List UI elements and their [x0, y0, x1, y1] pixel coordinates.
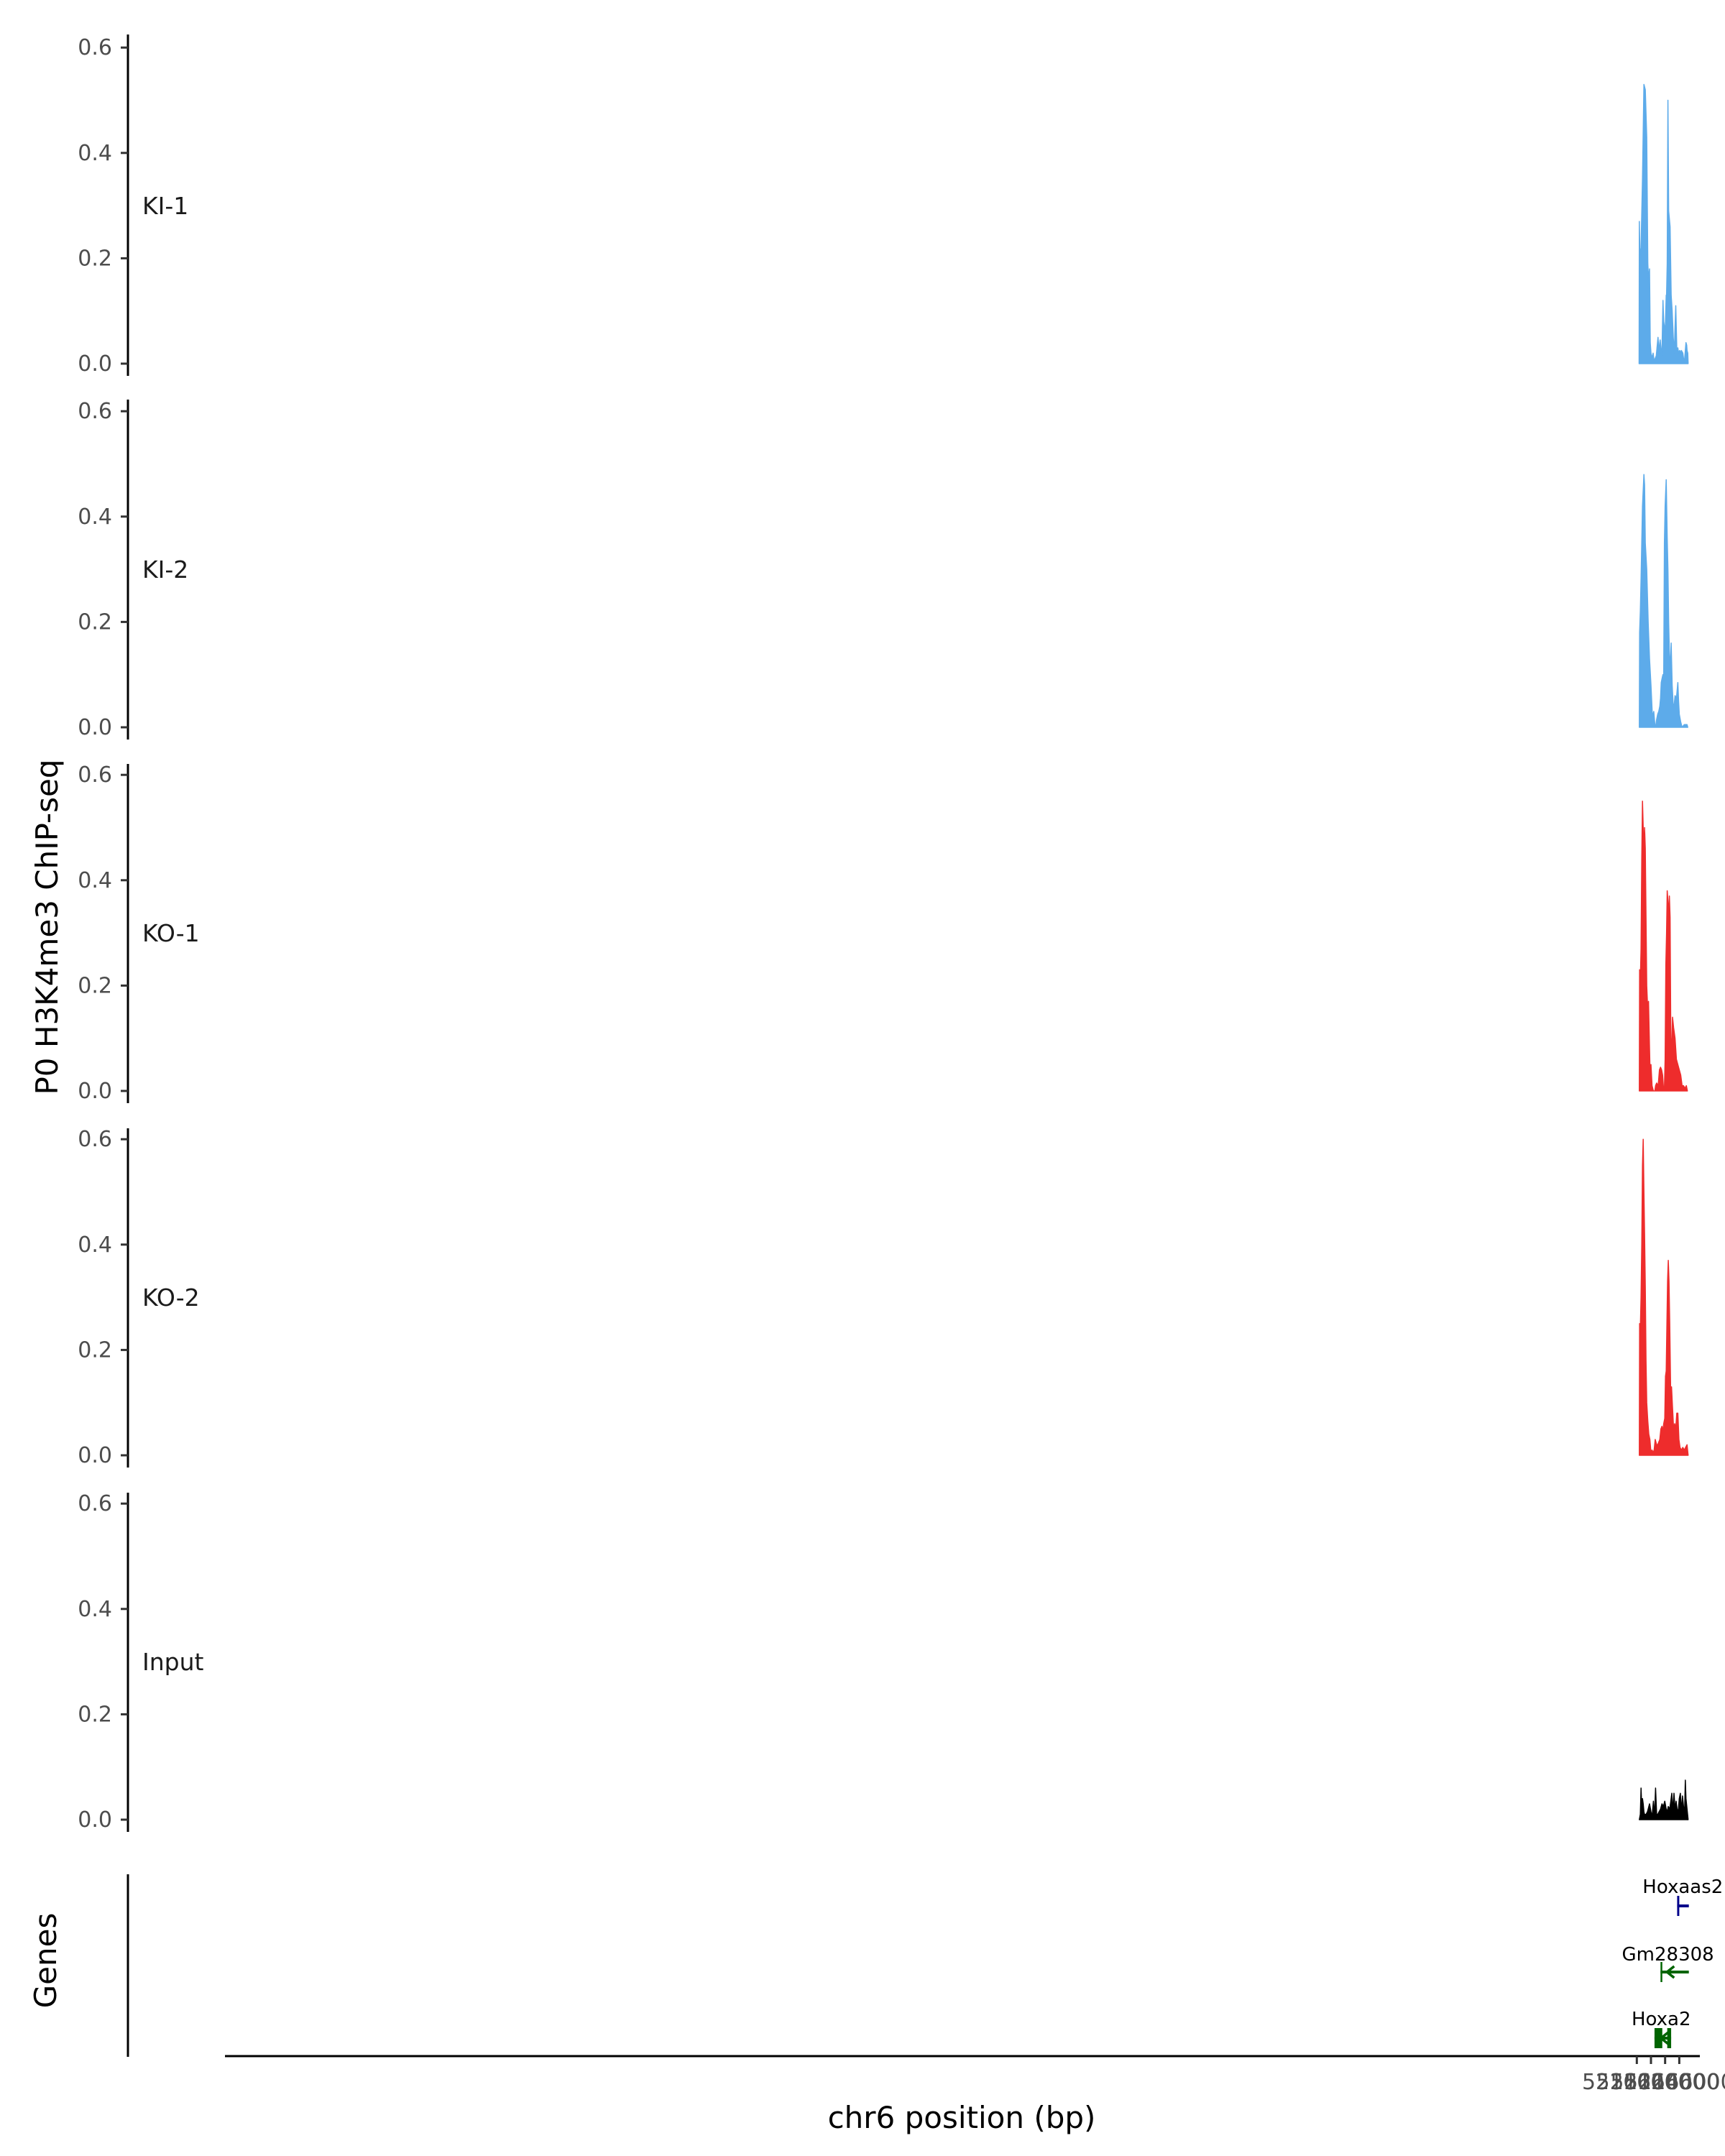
y-tick-label: 0.6	[78, 1491, 112, 1516]
x-tick-label: 52164000	[1610, 2070, 1720, 2095]
gene-exon-hoxa2	[1667, 2028, 1672, 2048]
y-tick-label: 0.2	[78, 609, 112, 635]
y-tick-label: 0.6	[78, 1127, 112, 1152]
y-tick-label: 0.2	[78, 1702, 112, 1727]
track-label-input: Input	[142, 1648, 204, 1676]
y-tick-label: 0.2	[78, 246, 112, 271]
coverage-area-input	[1639, 1779, 1689, 1820]
y-tick-label: 0.0	[78, 1807, 112, 1833]
y-tick-label: 0.6	[78, 763, 112, 788]
coverage-area-ki-2	[1639, 474, 1688, 728]
track-label-ko-2: KO-2	[142, 1284, 200, 1312]
gene-exon-gm28308	[1660, 1962, 1662, 1982]
x-tick-label: 52160000	[1582, 2070, 1692, 2095]
track-label-ki-2: KI-2	[142, 556, 188, 584]
coverage-area-ko-2	[1639, 1138, 1689, 1456]
genes-axis-title: Genes	[28, 1913, 63, 2009]
x-axis-title: chr6 position (bp)	[828, 2100, 1096, 2135]
gene-exon-hoxa2	[1654, 2028, 1662, 2048]
gene-exon-hoxaas2	[1677, 1896, 1680, 1916]
y-tick-label: 0.4	[78, 505, 112, 530]
x-tick-label: 52162000	[1596, 2070, 1706, 2095]
strand-arrow-icon	[1665, 1965, 1675, 1979]
gene-label-gm28308: Gm28308	[1622, 1944, 1714, 1966]
x-tick-label: 52166000	[1624, 2070, 1725, 2095]
y-tick-label: 0.4	[78, 868, 112, 893]
y-tick-label: 0.6	[78, 399, 112, 424]
gene-label-hoxaas2: Hoxaas2	[1642, 1876, 1723, 1898]
y-tick-label: 0.0	[78, 1079, 112, 1104]
y-tick-label: 0.0	[78, 351, 112, 377]
track-label-ki-1: KI-1	[142, 192, 188, 220]
coverage-area-ki-1	[1638, 83, 1689, 364]
y-tick-label: 0.0	[78, 1443, 112, 1468]
y-tick-label: 0.4	[78, 1233, 112, 1258]
y-tick-label: 0.4	[78, 1597, 112, 1622]
coverage-area-ko-1	[1639, 801, 1688, 1092]
y-tick-label: 0.2	[78, 1337, 112, 1363]
y-tick-label: 0.4	[78, 141, 112, 166]
y-axis-title: P0 H3K4me3 ChIP-seq	[29, 759, 65, 1095]
track-label-ko-1: KO-1	[142, 919, 200, 947]
y-tick-label: 0.6	[78, 35, 112, 60]
y-tick-label: 0.0	[78, 715, 112, 740]
gene-label-hoxa2: Hoxa2	[1632, 2009, 1691, 2030]
y-tick-label: 0.2	[78, 973, 112, 998]
